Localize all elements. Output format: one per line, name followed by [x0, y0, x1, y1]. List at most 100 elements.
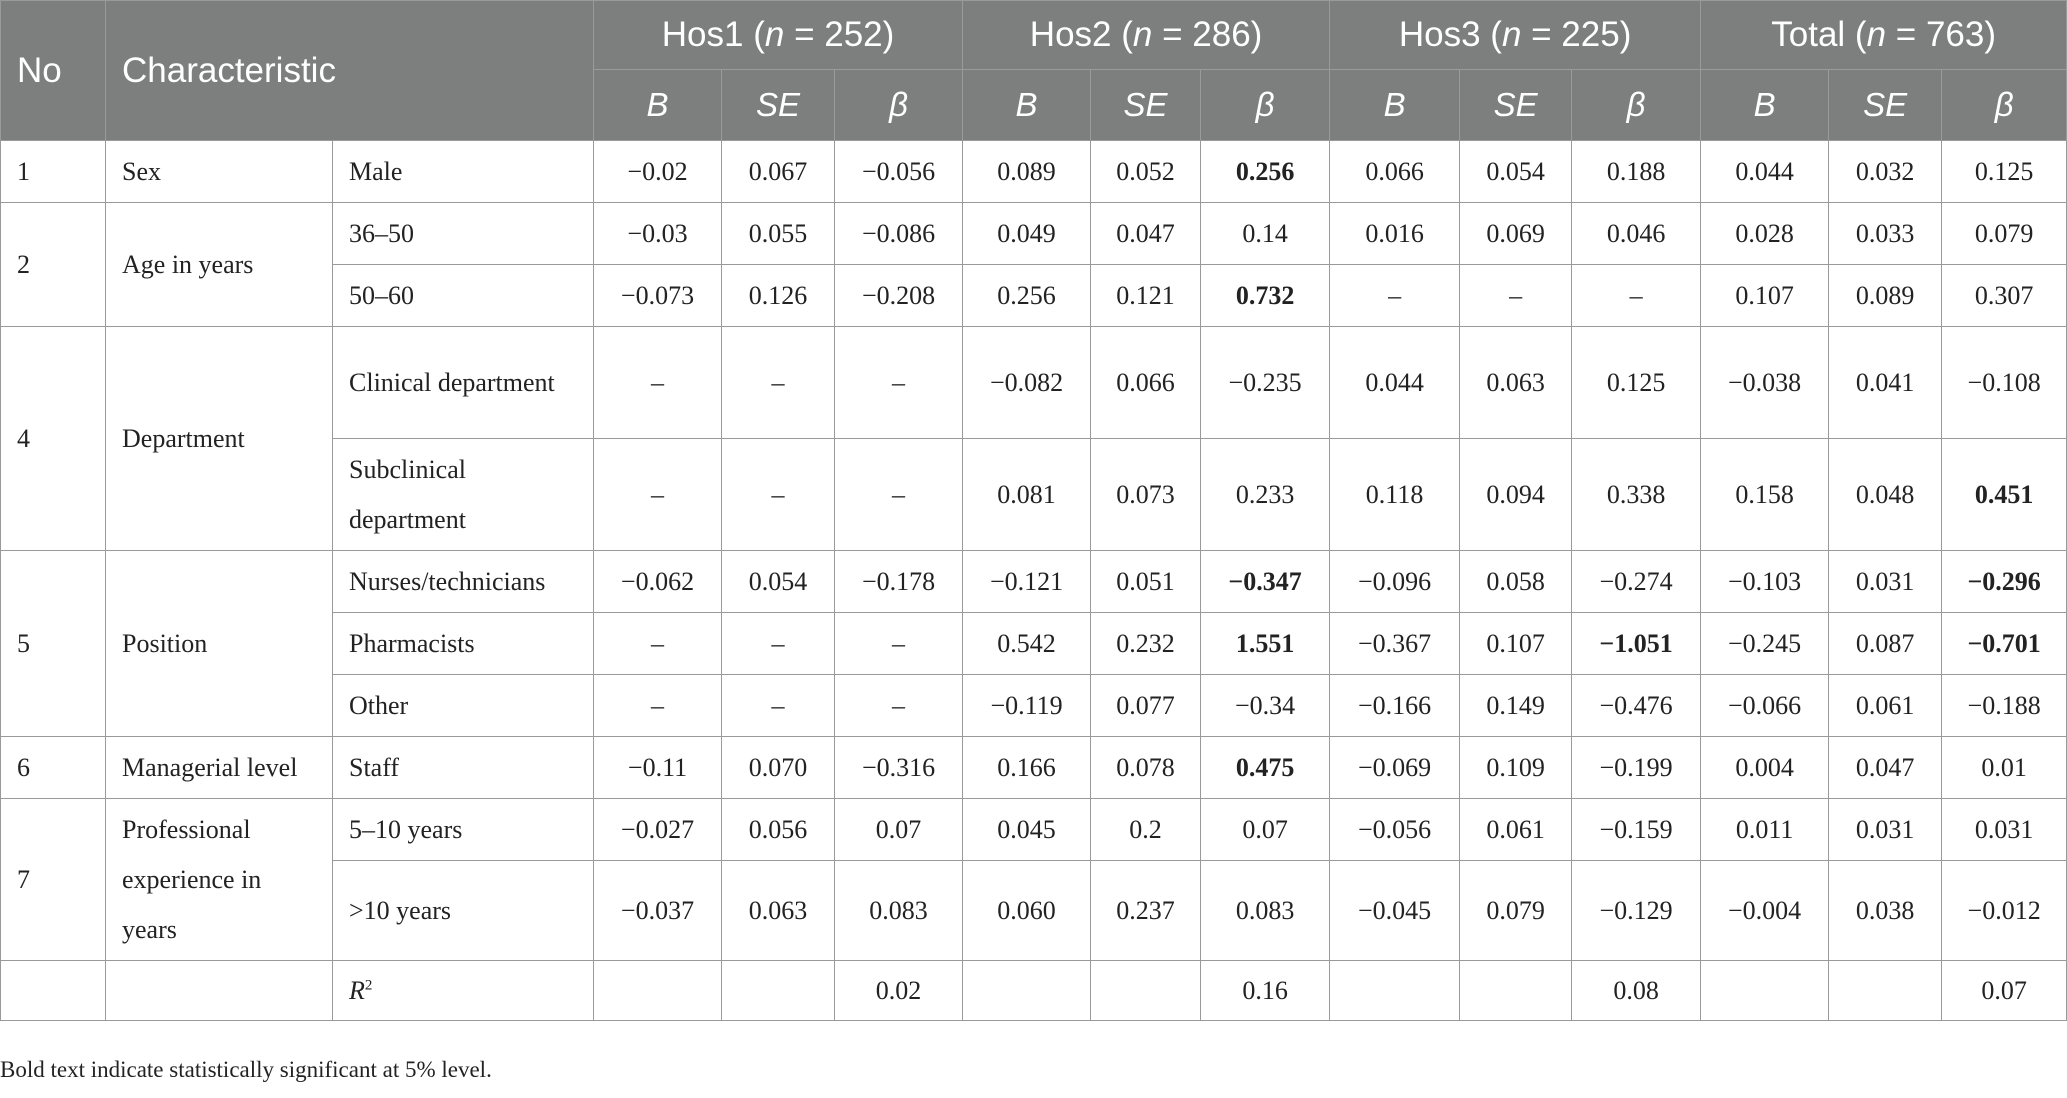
- r-symbol: R: [349, 975, 365, 1005]
- header-group-hos2: Hos2 (n = 286): [962, 0, 1331, 70]
- row-no: 7: [0, 798, 106, 961]
- cell-value-significant: −0.347: [1200, 550, 1331, 613]
- cell-value: 0.045: [962, 798, 1092, 861]
- header-beta: β: [1571, 69, 1702, 141]
- cell-value: −0.082: [962, 326, 1092, 439]
- r-squared-value: 0.02: [834, 960, 964, 1021]
- group-n: 286: [1192, 15, 1251, 54]
- cell-value: −0.108: [1941, 326, 2067, 439]
- cell-value: –: [593, 612, 723, 675]
- group-name: Hos1: [661, 15, 744, 54]
- cell-value-significant: −0.296: [1941, 550, 2067, 613]
- cell-value: 0.118: [1329, 438, 1461, 551]
- cell-value: 0.038: [1828, 860, 1943, 961]
- row-characteristic: Sex: [105, 140, 333, 203]
- n-equals: =: [784, 15, 825, 54]
- cell-value: 0.121: [1090, 264, 1202, 327]
- row-level: Pharmacists: [331, 612, 595, 675]
- cell-value: 0.048: [1828, 438, 1943, 551]
- cell-value: −0.235: [1200, 326, 1331, 439]
- row-level: 36–50: [331, 202, 595, 265]
- cell-value: 0.081: [962, 438, 1092, 551]
- cell-value: 0.07: [1200, 798, 1331, 861]
- table-row: 50–60 −0.073 0.126 −0.208 0.256 0.121 0.…: [1, 264, 2067, 327]
- row-no: 4: [0, 326, 106, 551]
- cell-value: –: [834, 612, 964, 675]
- cell-value: 0.011: [1700, 798, 1830, 861]
- cell-value: −0.188: [1941, 674, 2067, 737]
- cell-value: –: [721, 674, 836, 737]
- cell-value: −0.056: [834, 140, 964, 203]
- cell-value: −0.066: [1700, 674, 1830, 737]
- cell-value: 0.125: [1941, 140, 2067, 203]
- cell-value: −0.056: [1329, 798, 1461, 861]
- cell-value: –: [834, 326, 964, 439]
- n-equals: =: [1521, 15, 1562, 54]
- empty-cell: [1700, 960, 1830, 1021]
- header-no: No: [0, 0, 106, 141]
- group-name: Total: [1771, 15, 1846, 54]
- row-characteristic: Position: [105, 550, 333, 737]
- cell-value: −0.199: [1571, 736, 1702, 799]
- cell-value: 0.083: [834, 860, 964, 961]
- cell-value: 0.061: [1459, 798, 1573, 861]
- cell-value: 0.094: [1459, 438, 1573, 551]
- header-characteristic: Characteristic: [104, 0, 595, 141]
- group-n: 252: [824, 15, 883, 54]
- empty-cell: [105, 960, 333, 1021]
- group-n: 225: [1561, 15, 1620, 54]
- cell-value: 0.2: [1090, 798, 1202, 861]
- cell-value: 0.01: [1941, 736, 2067, 799]
- cell-value-significant: 1.551: [1200, 612, 1331, 675]
- group-name: Hos2: [1029, 15, 1112, 54]
- cell-value: 0.031: [1828, 798, 1943, 861]
- cell-value: 0.107: [1700, 264, 1830, 327]
- cell-value: −0.086: [834, 202, 964, 265]
- header-row-stats: B SE β B SE β B SE β B SE β: [1, 69, 2067, 141]
- empty-cell: [1329, 960, 1461, 1021]
- cell-value: −0.178: [834, 550, 964, 613]
- r-superscript: 2: [364, 976, 373, 993]
- header-se: SE: [1828, 69, 1943, 141]
- cell-value: −0.02: [593, 140, 723, 203]
- n-equals: =: [1886, 15, 1926, 54]
- cell-value: –: [834, 674, 964, 737]
- header-b: B: [962, 69, 1092, 141]
- cell-value-significant: 0.451: [1941, 438, 2067, 551]
- empty-cell: [1828, 960, 1943, 1021]
- cell-value: −0.096: [1329, 550, 1461, 613]
- cell-value: 0.307: [1941, 264, 2067, 327]
- cell-value: 0.066: [1329, 140, 1461, 203]
- header-row-groups: No Characteristic Hos1 (n = 252) Hos2 (n…: [0, 0, 2067, 141]
- cell-value: 0.056: [721, 798, 836, 861]
- empty-cell: [0, 960, 106, 1021]
- cell-value: −0.208: [834, 264, 964, 327]
- row-characteristic: Managerial level: [105, 736, 333, 799]
- cell-value: 0.07: [834, 798, 964, 861]
- r-squared-value: 0.07: [1941, 960, 2067, 1021]
- header-b: B: [1329, 69, 1461, 141]
- cell-value: 0.051: [1090, 550, 1202, 613]
- cell-value: 0.047: [1090, 202, 1202, 265]
- header-beta: β: [834, 69, 964, 141]
- cell-value-significant: 0.256: [1200, 140, 1331, 203]
- table-footnote: Bold text indicate statistically signifi…: [0, 1057, 492, 1082]
- n-symbol: n: [1132, 15, 1153, 54]
- cell-value-significant: 0.732: [1200, 264, 1331, 327]
- cell-value: 0.089: [962, 140, 1092, 203]
- cell-value: 0.052: [1090, 140, 1202, 203]
- cell-value: −0.037: [593, 860, 723, 961]
- cell-value: 0.061: [1828, 674, 1943, 737]
- cell-value: 0.033: [1828, 202, 1943, 265]
- cell-value: 0.058: [1459, 550, 1573, 613]
- r-squared-value: 0.08: [1571, 960, 1702, 1021]
- cell-value: –: [593, 438, 723, 551]
- cell-value: −0.11: [593, 736, 723, 799]
- cell-value: 0.044: [1329, 326, 1461, 439]
- cell-value: 0.079: [1459, 860, 1573, 961]
- cell-value: 0.125: [1571, 326, 1702, 439]
- n-symbol: n: [1501, 15, 1522, 54]
- cell-value: –: [721, 612, 836, 675]
- header-se: SE: [1459, 69, 1573, 141]
- header-b: B: [593, 69, 723, 141]
